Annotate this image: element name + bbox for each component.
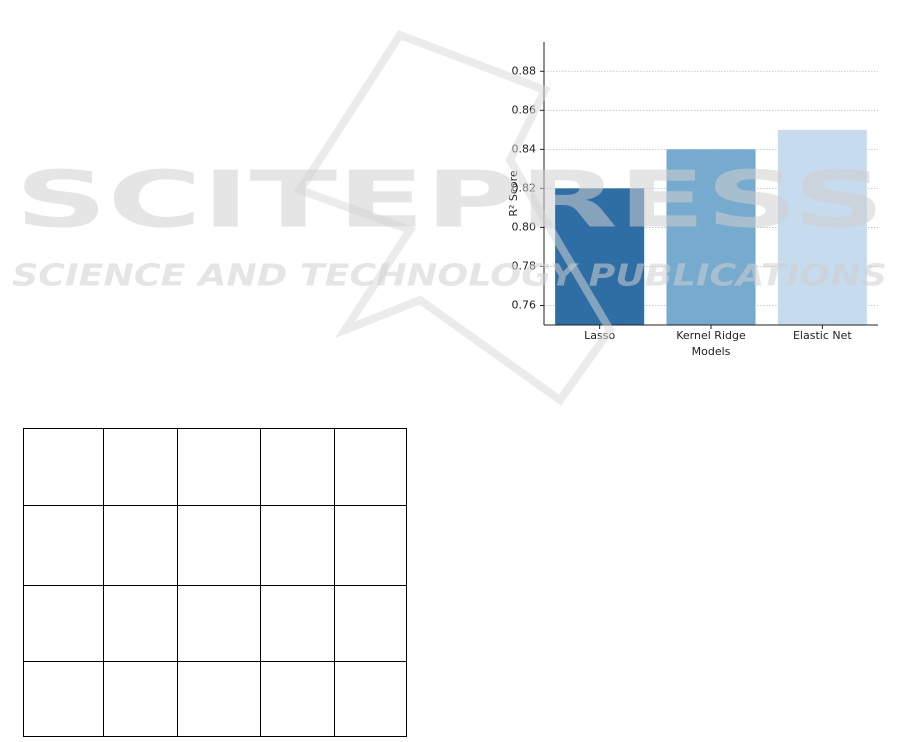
bar xyxy=(777,129,867,325)
watermark-subtitle: SCIENCE AND TECHNOLOGY PUBLICATIONS xyxy=(12,259,887,294)
y-tick-label: 0.78 xyxy=(512,259,537,272)
bar xyxy=(666,149,756,325)
watermark-title: SCITEPRESS xyxy=(15,155,885,245)
watermark: SCITEPRESS SCIENCE AND TECHNOLOGY PUBLIC… xyxy=(12,30,887,406)
x-axis-label: Models xyxy=(692,345,731,358)
y-axis-label: R² Score xyxy=(507,170,520,217)
x-tick-label: Elastic Net xyxy=(793,329,852,342)
empty-table xyxy=(23,428,407,737)
watermark-shape xyxy=(293,30,615,406)
table-border xyxy=(23,428,407,737)
y-tick-label: 0.88 xyxy=(512,64,537,77)
y-tick-label: 0.76 xyxy=(512,298,537,311)
y-tick-label: 0.80 xyxy=(512,220,537,233)
x-tick-label: Kernel Ridge xyxy=(676,329,746,342)
